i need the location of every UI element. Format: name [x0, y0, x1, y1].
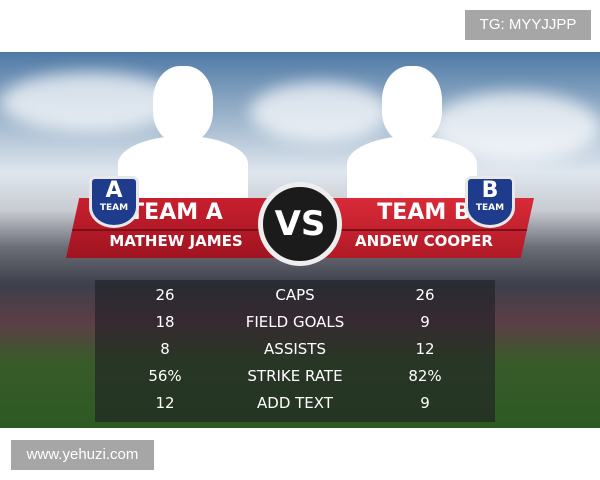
- stat-label: CAPS: [275, 286, 315, 304]
- stat-label: ASSISTS: [264, 340, 326, 358]
- team-a-value: 26: [155, 286, 175, 304]
- watermark-top: TG: MYYJJPP: [465, 10, 591, 40]
- team-a-shield-icon: A TEAM: [89, 176, 139, 228]
- team-b-value: 82%: [408, 367, 442, 385]
- team-a-player: MATHEW JAMES: [109, 232, 243, 250]
- team-b-value: 9: [420, 394, 430, 412]
- cloud: [250, 82, 390, 142]
- team-b-value: 26: [415, 286, 435, 304]
- watermark-bottom: www.yehuzi.com: [11, 440, 154, 470]
- team-a-value: 18: [155, 313, 175, 331]
- stat-row: 18 FIELD GOALS 9: [95, 309, 495, 335]
- team-a-name: TEAM A: [129, 200, 223, 225]
- stat-row: 56% STRIKE RATE 82%: [95, 363, 495, 389]
- vs-badge: VS: [258, 182, 342, 266]
- cloud: [0, 72, 180, 132]
- stat-label: ADD TEXT: [257, 394, 333, 412]
- stat-row: 26 CAPS 26: [95, 282, 495, 308]
- stats-table: 26 CAPS 26 18 FIELD GOALS 9 8 ASSISTS 12 56% ST…: [95, 280, 495, 422]
- team-b-value: 9: [420, 313, 430, 331]
- stat-label: FIELD GOALS: [245, 313, 345, 331]
- stat-row: 8 ASSISTS 12: [95, 336, 495, 362]
- player-a-silhouette: [118, 66, 248, 206]
- team-b-shield-icon: B TEAM: [465, 176, 515, 228]
- team-b-banner: TEAM B ANDEW COOPER: [314, 198, 534, 258]
- badge-letter: B: [481, 178, 499, 203]
- badge-text: TEAM: [99, 203, 129, 213]
- matchup-graphic: TEAM A MATHEW JAMES TEAM B ANDEW COOPER …: [0, 52, 600, 428]
- team-b-value: 12: [415, 340, 435, 358]
- badge-letter: A: [105, 178, 123, 203]
- team-a-value: 8: [160, 340, 170, 358]
- team-b-player: ANDEW COOPER: [355, 232, 493, 250]
- stat-row: 12 ADD TEXT 9: [95, 390, 495, 416]
- badge-text: TEAM: [475, 203, 505, 213]
- player-b-silhouette: [347, 66, 477, 206]
- team-a-value: 12: [155, 394, 175, 412]
- stat-label: STRIKE RATE: [247, 367, 343, 385]
- team-a-banner: TEAM A MATHEW JAMES: [66, 198, 286, 258]
- team-a-value: 56%: [148, 367, 182, 385]
- team-b-name: TEAM B: [377, 200, 471, 225]
